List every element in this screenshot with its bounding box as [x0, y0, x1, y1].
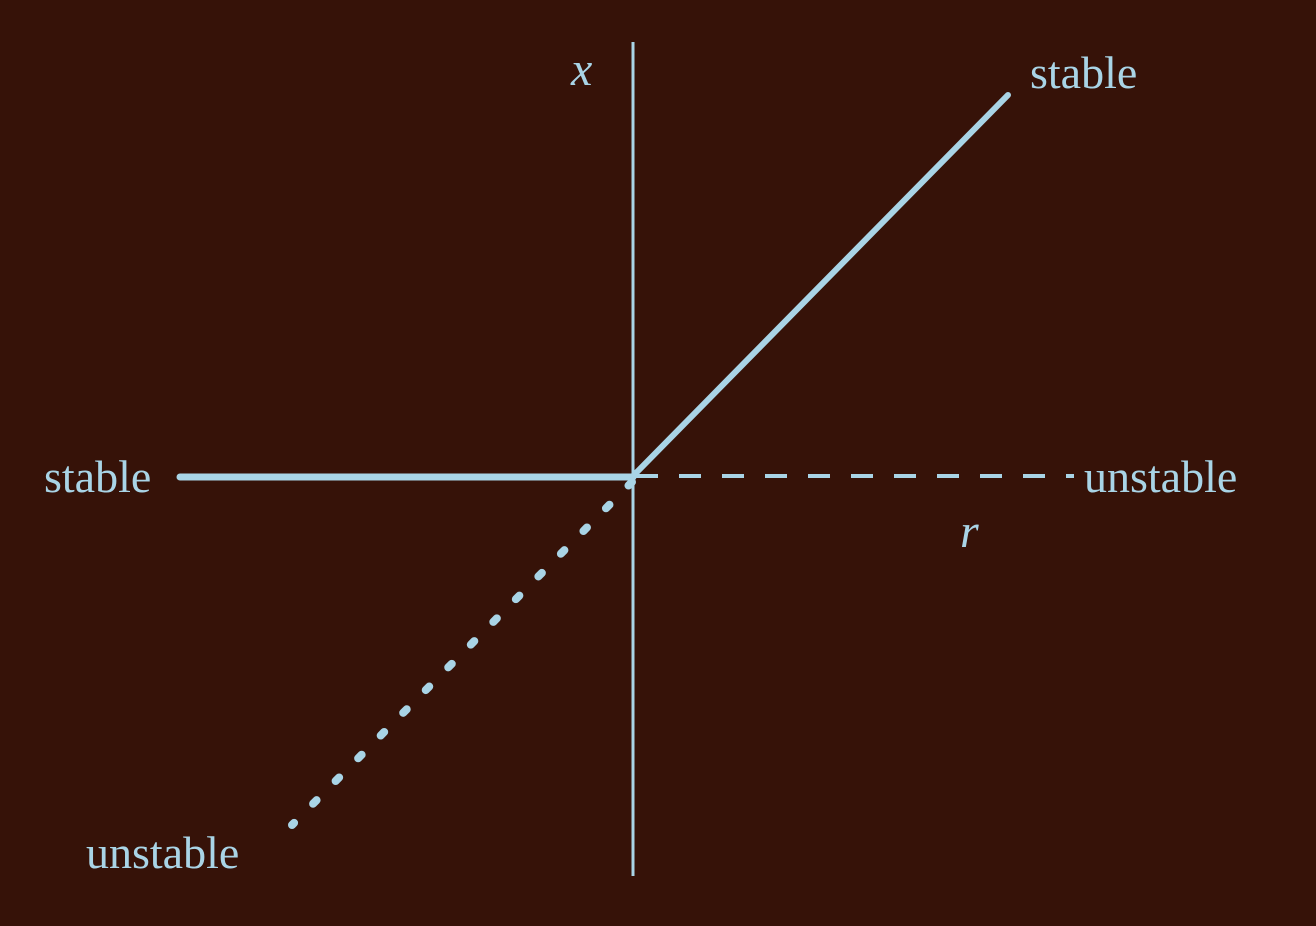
left-stable-label: stable [44, 451, 151, 502]
vertical-axis-label: x [570, 43, 592, 96]
upper-stable-label: stable [1030, 47, 1137, 98]
lower-unstable-branch [288, 478, 636, 829]
upper-stable-branch [630, 92, 1011, 479]
lower-unstable-label: unstable [86, 827, 239, 878]
right-unstable-label: unstable [1084, 451, 1237, 502]
horizontal-axis-label: r [960, 505, 979, 558]
